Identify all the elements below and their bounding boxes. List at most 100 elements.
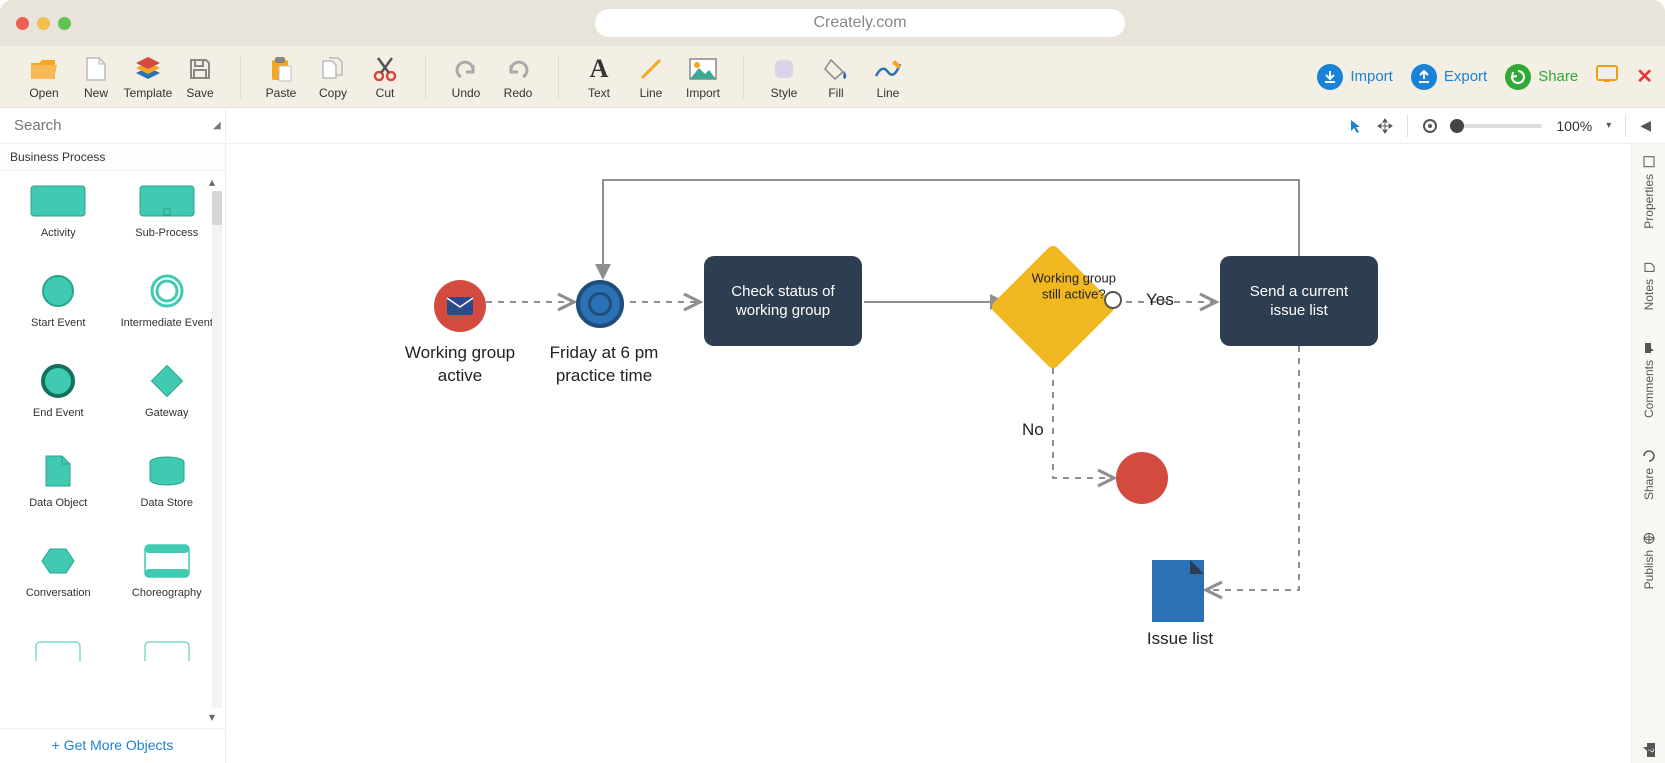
subprocess-icon <box>137 181 197 221</box>
shape-label: Gateway <box>145 407 188 419</box>
zoom-value: 100% <box>1556 118 1592 134</box>
shape-dataobj[interactable]: Data Object <box>4 451 113 535</box>
shape-subprocess[interactable]: Sub-Process <box>113 181 222 265</box>
url-text: Creately.com <box>813 14 906 32</box>
folder-icon <box>29 54 59 84</box>
shape-label: Sub-Process <box>135 227 198 239</box>
interevent-icon <box>137 271 197 311</box>
rail-help[interactable]: ? <box>1641 737 1657 763</box>
shape-partial-1[interactable] <box>4 631 113 715</box>
send-issue-list-task[interactable]: Send a current issue list <box>1220 256 1378 346</box>
choreography-icon <box>137 541 197 581</box>
search-collapse-icon[interactable]: ◢ <box>213 120 221 131</box>
pen-icon <box>874 54 902 84</box>
intermediate-event-node[interactable] <box>1104 291 1122 309</box>
recycle-icon <box>1505 64 1531 90</box>
save-button[interactable]: Save <box>174 54 226 100</box>
import-button[interactable]: Import <box>1317 64 1393 90</box>
paste-icon <box>269 54 293 84</box>
shapes-category[interactable]: Business Process <box>0 144 225 171</box>
template-button[interactable]: Template <box>122 54 174 100</box>
scrollbar-thumb[interactable] <box>212 191 222 225</box>
maximize-window-icon[interactable] <box>58 17 71 30</box>
new-button[interactable]: New <box>70 54 122 100</box>
open-button[interactable]: Open <box>18 54 70 100</box>
shape-partial-2[interactable] <box>113 631 222 715</box>
text-tool-button[interactable]: A Text <box>573 54 625 100</box>
rail-share[interactable]: Share <box>1642 444 1656 506</box>
shape-activity[interactable]: Activity <box>4 181 113 265</box>
export-button[interactable]: Export <box>1411 64 1487 90</box>
import-image-button[interactable]: Import <box>677 54 729 100</box>
diagram-canvas[interactable]: Working group activeFriday at 6 pm pract… <box>226 144 1631 763</box>
style-icon <box>772 54 796 84</box>
rail-notes[interactable]: Notes <box>1642 255 1656 316</box>
shape-startevent[interactable]: Start Event <box>4 271 113 355</box>
fill-icon <box>823 54 849 84</box>
shape-datastore[interactable]: Data Store <box>113 451 222 535</box>
publish-icon <box>1643 532 1655 544</box>
right-rail: Properties Notes Comments Share Publish … <box>1631 144 1665 763</box>
close-icon[interactable]: ✕ <box>1636 64 1653 89</box>
shape-choreography[interactable]: Choreography <box>113 541 222 625</box>
shape-gateway[interactable]: Gateway <box>113 361 222 445</box>
shape-label: Data Store <box>140 497 193 509</box>
edge-label-no: No <box>1022 420 1044 440</box>
search-input[interactable] <box>14 117 213 134</box>
zoom-target-icon[interactable] <box>1422 118 1438 134</box>
shape-label: Data Object <box>29 497 87 509</box>
copy-icon <box>320 54 346 84</box>
help-icon: ? <box>1642 742 1656 758</box>
text-icon: A <box>590 54 609 84</box>
start-event-node[interactable] <box>434 280 486 332</box>
browser-chrome: Creately.com <box>0 0 1665 46</box>
get-more-objects-link[interactable]: + Get More Objects <box>52 737 174 753</box>
fill-button[interactable]: Fill <box>810 54 862 100</box>
share-button[interactable]: Share <box>1505 64 1578 90</box>
minimize-window-icon[interactable] <box>37 17 50 30</box>
undo-icon <box>453 54 479 84</box>
rail-publish[interactable]: Publish <box>1642 526 1656 595</box>
url-bar[interactable]: Creately.com <box>595 9 1125 37</box>
cut-button[interactable]: Cut <box>359 54 411 100</box>
pointer-tool-icon[interactable] <box>1349 119 1363 133</box>
check-status-task[interactable]: Check status of working group <box>704 256 862 346</box>
collapse-right-icon[interactable]: ◀ <box>1640 117 1651 134</box>
present-icon[interactable] <box>1596 65 1618 88</box>
redo-button[interactable]: Redo <box>492 54 544 100</box>
issue-list-label: Issue list <box>1140 628 1220 651</box>
style-button[interactable]: Style <box>758 54 810 100</box>
gateway-icon <box>137 361 197 401</box>
zoom-dropdown-icon[interactable]: ▾ <box>1606 120 1611 131</box>
startevent-icon <box>28 271 88 311</box>
copy-button[interactable]: Copy <box>307 54 359 100</box>
shape-label: Intermediate Event <box>121 317 213 329</box>
timer-event-node[interactable] <box>576 280 624 328</box>
svg-text:?: ? <box>1646 748 1655 753</box>
shapes-panel: Business Process ▴ ▾ Activity Sub-Process… <box>0 144 226 763</box>
pan-tool-icon[interactable] <box>1377 118 1393 134</box>
window-controls <box>16 17 71 30</box>
end-event-node[interactable] <box>1116 452 1168 504</box>
issue-list-document[interactable] <box>1152 560 1204 622</box>
line-tool-button[interactable]: Line <box>625 54 677 100</box>
close-window-icon[interactable] <box>16 17 29 30</box>
cut-icon <box>372 54 398 84</box>
rail-properties[interactable]: Properties <box>1642 150 1656 235</box>
line-icon <box>638 54 664 84</box>
rail-comments[interactable]: Comments <box>1642 336 1656 424</box>
properties-icon <box>1643 156 1655 168</box>
gateway-node[interactable]: Working group still active? <box>988 242 1118 372</box>
shape-label: Activity <box>41 227 76 239</box>
undo-button[interactable]: Undo <box>440 54 492 100</box>
image-icon <box>689 54 717 84</box>
shape-interevent[interactable]: Intermediate Event <box>113 271 222 355</box>
second-toolbar: ◢ 100% ▾ ◀ <box>0 108 1665 144</box>
scroll-down-icon[interactable]: ▾ <box>209 710 221 724</box>
scroll-up-icon[interactable]: ▴ <box>209 175 221 189</box>
shape-endevent[interactable]: End Event <box>4 361 113 445</box>
paste-button[interactable]: Paste <box>255 54 307 100</box>
line-style-button[interactable]: Line <box>862 54 914 100</box>
zoom-slider[interactable] <box>1452 124 1542 128</box>
shape-conversation[interactable]: Conversation <box>4 541 113 625</box>
